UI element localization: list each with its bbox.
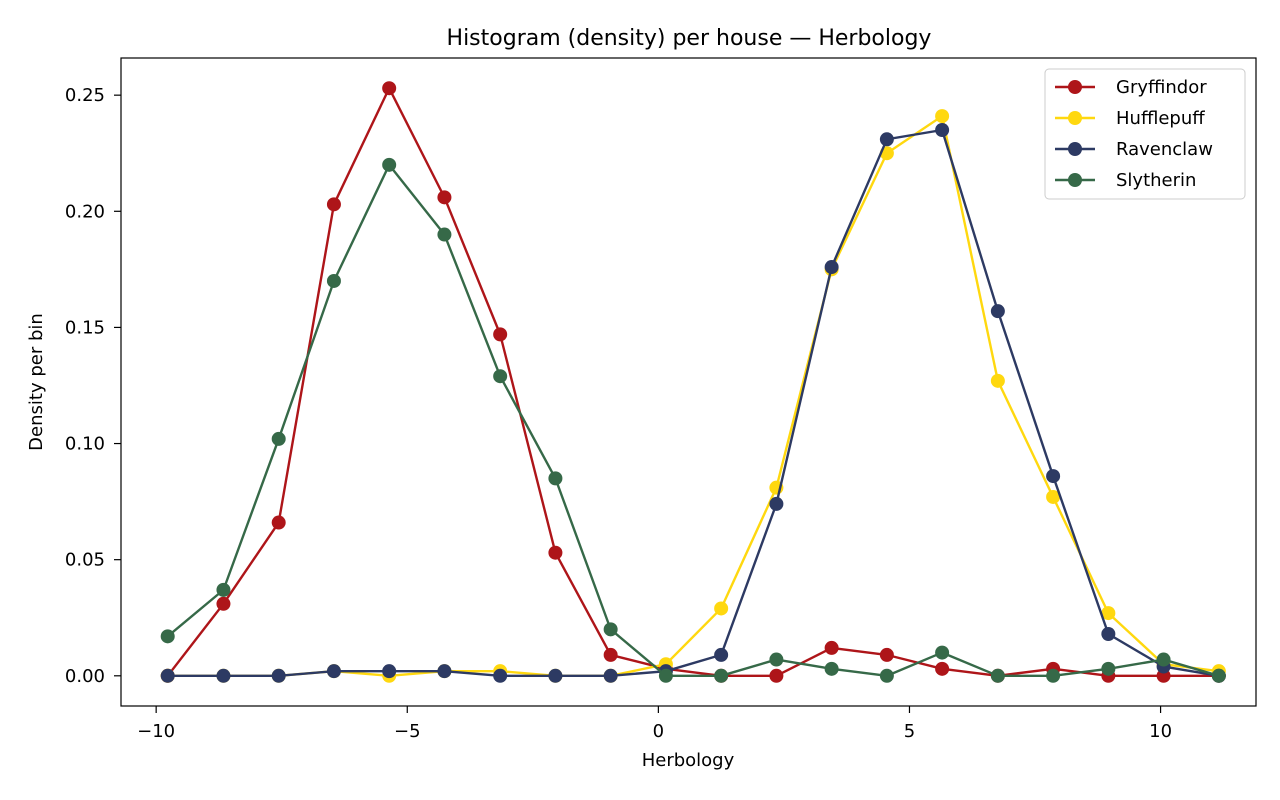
data-point-gryffindor bbox=[935, 661, 950, 676]
data-point-slytherin bbox=[990, 668, 1005, 683]
data-point-gryffindor bbox=[382, 81, 397, 96]
data-point-slytherin bbox=[271, 431, 286, 446]
data-point-hufflepuff bbox=[1046, 489, 1061, 504]
data-point-ravenclaw bbox=[879, 132, 894, 147]
x-tick-label: 0 bbox=[653, 721, 664, 742]
data-point-ravenclaw bbox=[160, 668, 175, 683]
y-tick-label: 0.25 bbox=[65, 85, 105, 106]
data-point-ravenclaw bbox=[326, 664, 341, 679]
data-point-gryffindor bbox=[493, 327, 508, 342]
legend-label-ravenclaw: Ravenclaw bbox=[1116, 139, 1213, 160]
series-line-slytherin bbox=[166, 163, 1221, 678]
y-tick-label: 0.05 bbox=[65, 550, 105, 571]
data-point-ravenclaw bbox=[603, 668, 618, 683]
data-point-ravenclaw bbox=[935, 123, 950, 137]
plot-area-frame bbox=[120, 57, 1257, 707]
axes: −10 −5 0 5 10 0.00 0.05 0.10 0.15 0.20 0.25 bbox=[65, 85, 1172, 742]
data-point-ravenclaw bbox=[216, 668, 231, 683]
data-point-ravenclaw bbox=[990, 304, 1005, 319]
x-tick-label: 5 bbox=[904, 721, 915, 742]
data-point-slytherin bbox=[658, 668, 673, 683]
y-tick-label: 0.20 bbox=[65, 201, 105, 222]
x-tick-label: −10 bbox=[137, 721, 175, 742]
data-point-slytherin bbox=[1046, 668, 1061, 683]
data-point-slytherin bbox=[603, 622, 618, 637]
data-point-ravenclaw bbox=[382, 664, 397, 679]
data-point-slytherin bbox=[160, 629, 175, 644]
data-point-hufflepuff bbox=[714, 601, 729, 616]
legend-marker-slytherin bbox=[1068, 173, 1082, 187]
data-point-slytherin bbox=[879, 668, 894, 683]
y-axis-label: Density per bin bbox=[26, 313, 47, 451]
data-point-slytherin bbox=[493, 369, 508, 384]
data-point-ravenclaw bbox=[824, 260, 839, 275]
data-point-gryffindor bbox=[548, 545, 563, 560]
series-line-ravenclaw bbox=[166, 128, 1221, 678]
data-point-hufflepuff bbox=[935, 109, 950, 124]
legend-marker-hufflepuff bbox=[1068, 111, 1082, 125]
legend: Gryffindor Hufflepuff Ravenclaw Slytherin bbox=[1044, 68, 1246, 200]
data-point-gryffindor bbox=[437, 190, 452, 205]
data-point-slytherin bbox=[382, 157, 397, 172]
data-series bbox=[160, 81, 1226, 683]
data-point-ravenclaw bbox=[493, 668, 508, 683]
data-point-slytherin bbox=[824, 661, 839, 676]
data-point-slytherin bbox=[1211, 668, 1226, 683]
data-point-slytherin bbox=[437, 227, 452, 242]
data-point-ravenclaw bbox=[548, 668, 563, 683]
chart-title: Histogram (density) per house — Herbolog… bbox=[447, 26, 932, 51]
data-point-hufflepuff bbox=[1101, 606, 1116, 621]
legend-item-slytherin: Slytherin bbox=[1055, 170, 1196, 191]
legend-box bbox=[1044, 68, 1246, 200]
series-slytherin bbox=[160, 157, 1226, 683]
data-point-gryffindor bbox=[603, 647, 618, 662]
series-line-gryffindor bbox=[166, 86, 1221, 678]
data-point-gryffindor bbox=[824, 640, 839, 655]
data-point-gryffindor bbox=[879, 647, 894, 662]
legend-marker-gryffindor bbox=[1068, 80, 1082, 94]
data-point-ravenclaw bbox=[1046, 469, 1061, 484]
series-ravenclaw bbox=[160, 123, 1226, 683]
data-point-ravenclaw bbox=[769, 496, 784, 511]
data-point-slytherin bbox=[769, 652, 784, 667]
legend-item-gryffindor: Gryffindor bbox=[1055, 77, 1207, 98]
data-point-slytherin bbox=[935, 645, 950, 660]
data-point-gryffindor bbox=[216, 596, 231, 611]
data-point-ravenclaw bbox=[714, 647, 729, 662]
data-point-slytherin bbox=[1101, 661, 1116, 676]
data-point-gryffindor bbox=[271, 515, 286, 530]
y-tick-label: 0.00 bbox=[65, 666, 105, 687]
data-point-slytherin bbox=[326, 273, 341, 288]
data-point-hufflepuff bbox=[990, 373, 1005, 388]
y-tick-label: 0.15 bbox=[65, 317, 105, 338]
legend-marker-ravenclaw bbox=[1068, 142, 1082, 156]
legend-item-ravenclaw: Ravenclaw bbox=[1055, 139, 1213, 160]
x-tick-label: 10 bbox=[1149, 721, 1172, 742]
data-point-ravenclaw bbox=[437, 664, 452, 679]
data-point-ravenclaw bbox=[271, 668, 286, 683]
data-point-slytherin bbox=[1156, 652, 1171, 667]
x-tick-label: −5 bbox=[394, 721, 421, 742]
x-axis-label: Herbology bbox=[642, 750, 735, 771]
data-point-slytherin bbox=[548, 471, 563, 486]
data-point-slytherin bbox=[216, 582, 231, 597]
data-point-slytherin bbox=[714, 668, 729, 683]
data-point-gryffindor bbox=[769, 668, 784, 683]
data-point-ravenclaw bbox=[1101, 627, 1116, 641]
legend-label-hufflepuff: Hufflepuff bbox=[1116, 108, 1205, 129]
legend-label-gryffindor: Gryffindor bbox=[1116, 77, 1207, 98]
legend-label-slytherin: Slytherin bbox=[1116, 170, 1196, 191]
data-point-gryffindor bbox=[326, 197, 341, 212]
legend-item-hufflepuff: Hufflepuff bbox=[1055, 108, 1205, 129]
y-tick-label: 0.10 bbox=[65, 434, 105, 455]
series-line-hufflepuff bbox=[166, 114, 1221, 678]
